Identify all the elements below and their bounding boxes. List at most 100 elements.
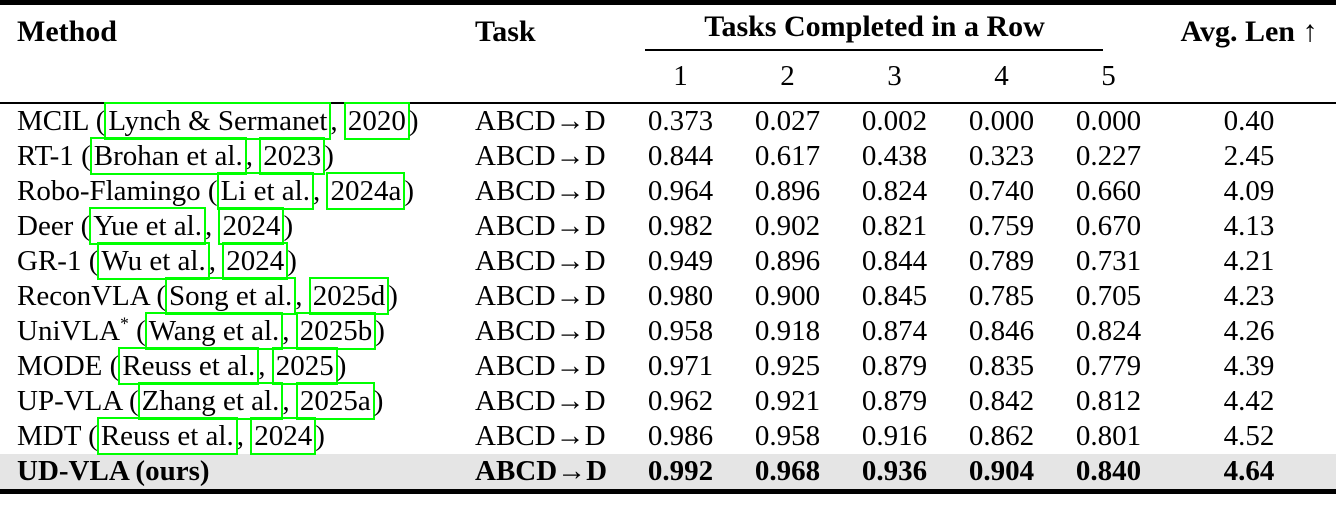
- avg-len-cell: 4.21: [1223, 245, 1275, 277]
- table-row: ReconVLA (Song et al., 2025d) ABCD→D 0.9…: [0, 277, 1336, 315]
- citation-author-link[interactable]: Lynch & Sermanet: [104, 102, 332, 140]
- citation-year-link[interactable]: 2025a: [295, 382, 375, 420]
- value-cell: 0.323: [968, 140, 1035, 172]
- citation: (Li et al., 2024a): [201, 172, 414, 210]
- task-cell: ABCD→D: [475, 315, 606, 347]
- task-cell: ABCD→D: [475, 105, 606, 137]
- table-row: MDT (Reuss et al., 2024) ABCD→D 0.986 0.9…: [0, 417, 1336, 455]
- citation-year-link[interactable]: 2023: [259, 137, 326, 175]
- task-cell: ABCD→D: [475, 420, 606, 452]
- value-cell: 0.835: [968, 350, 1035, 382]
- citation-year-link[interactable]: 2020: [343, 102, 410, 140]
- subcolumn-header: 1: [627, 51, 734, 104]
- method-name: Deer: [17, 210, 74, 242]
- table-row: UP-VLA (Zhang et al., 2025a) ABCD→D 0.96…: [0, 382, 1336, 420]
- value-cell: 0.958: [647, 315, 714, 347]
- value-cell: 0.824: [1075, 315, 1142, 347]
- value-cell: 0.002: [861, 105, 928, 137]
- method-cell: MCIL (Lynch & Sermanet, 2020): [0, 102, 462, 140]
- value-cell: 0.740: [968, 175, 1035, 207]
- value-cell: 0.918: [754, 315, 821, 347]
- value-cell: 0.874: [861, 315, 928, 347]
- value-cell: 0.438: [861, 140, 928, 172]
- value-cell: 0.982: [647, 210, 714, 242]
- value-cell: 0.971: [647, 350, 714, 382]
- method-cell: UP-VLA (Zhang et al., 2025a): [0, 382, 462, 420]
- value-cell: 0.896: [754, 175, 821, 207]
- citation-author-link[interactable]: Zhang et al.: [137, 382, 284, 420]
- subcolumn-header: 3: [841, 51, 948, 104]
- citation-year-link[interactable]: 2024a: [326, 172, 406, 210]
- value-cell: 0.801: [1075, 420, 1142, 452]
- citation-author-link[interactable]: Wu et al.: [97, 242, 210, 280]
- citation-year-link[interactable]: 2025b: [295, 312, 377, 350]
- citation-author-link[interactable]: Wang et al.: [144, 312, 284, 350]
- citation-author-link[interactable]: Li et al.: [216, 172, 314, 210]
- value-cell: 0.896: [754, 245, 821, 277]
- value-cell: 0.980: [647, 280, 714, 312]
- citation-year-link[interactable]: 2024: [222, 242, 289, 280]
- method-name: UniVLA: [17, 315, 121, 347]
- value-cell: 0.958: [754, 420, 821, 452]
- value-cell: 0.846: [968, 315, 1035, 347]
- value-cell: 0.779: [1075, 350, 1142, 382]
- value-cell: 0.986: [647, 420, 714, 452]
- citation-author-link[interactable]: Song et al.: [165, 277, 297, 315]
- method-cell: MDT (Reuss et al., 2024): [0, 417, 462, 455]
- value-cell: 0.824: [861, 175, 928, 207]
- method-name: Robo-Flamingo: [17, 175, 201, 207]
- citation-author-link[interactable]: Reuss et al.: [96, 417, 238, 455]
- col-header-group: Tasks Completed in a Row: [627, 3, 1162, 51]
- citation: (Yue et al., 2024): [73, 207, 293, 245]
- table-body: MCIL (Lynch & Sermanet, 2020) ABCD→D 0.3…: [0, 102, 1336, 492]
- method-name: MODE: [17, 350, 103, 382]
- group-title: Tasks Completed in a Row: [704, 10, 1045, 43]
- task-cell: ABCD→D: [475, 140, 606, 172]
- value-cell: 0.925: [754, 350, 821, 382]
- citation-author-link[interactable]: Reuss et al.: [118, 347, 260, 385]
- value-cell: 0.842: [968, 385, 1035, 417]
- value-cell: 0.936: [861, 455, 928, 487]
- citation-year-link[interactable]: 2024: [218, 207, 285, 245]
- col-header-method: Method: [0, 2, 462, 104]
- value-cell: 0.821: [861, 210, 928, 242]
- table-row: Robo-Flamingo (Li et al., 2024a) ABCD→D …: [0, 172, 1336, 210]
- value-cell: 0.916: [861, 420, 928, 452]
- value-cell: 0.879: [861, 350, 928, 382]
- citation-year-link[interactable]: 2024: [250, 417, 317, 455]
- value-cell: 0.027: [754, 105, 821, 137]
- citation-year-link[interactable]: 2025: [271, 347, 338, 385]
- value-cell: 0.879: [861, 385, 928, 417]
- value-cell: 0.759: [968, 210, 1035, 242]
- method-cell: Deer (Yue et al., 2024): [0, 207, 462, 245]
- method-cell: RT-1 (Brohan et al., 2023): [0, 137, 462, 175]
- value-cell: 0.902: [754, 210, 821, 242]
- avg-len-cell: 4.23: [1223, 280, 1275, 312]
- task-cell: ABCD→D: [475, 455, 608, 487]
- value-cell: 0.373: [647, 105, 714, 137]
- citation-author-link[interactable]: Yue et al.: [89, 207, 206, 245]
- task-cell: ABCD→D: [475, 175, 606, 207]
- col-header-avg-len: Avg. Len ↑: [1162, 2, 1336, 104]
- table-row: GR-1 (Wu et al., 2024) ABCD→D 0.949 0.896…: [0, 242, 1336, 280]
- table-header: Method Task Tasks Completed in a Row Avg…: [0, 2, 1336, 104]
- citation: (Brohan et al., 2023): [74, 137, 334, 175]
- citation-author-link[interactable]: Brohan et al.: [89, 137, 247, 175]
- value-cell: 0.000: [968, 105, 1035, 137]
- citation: (Lynch & Sermanet, 2020): [88, 102, 419, 140]
- method-cell: MODE (Reuss et al., 2025): [0, 347, 462, 385]
- table-row: Deer (Yue et al., 2024) ABCD→D 0.982 0.90…: [0, 207, 1336, 245]
- method-cell: UniVLA* (Wang et al., 2025b): [0, 312, 462, 350]
- method-cell: UD-VLA (ours): [0, 454, 462, 492]
- citation: (Wu et al., 2024): [81, 242, 297, 280]
- method-superscript: *: [120, 313, 129, 334]
- method-cell: GR-1 (Wu et al., 2024): [0, 242, 462, 280]
- citation-year-link[interactable]: 2025d: [308, 277, 390, 315]
- method-name: ReconVLA: [17, 280, 150, 312]
- avg-len-cell: 4.64: [1223, 455, 1275, 487]
- value-cell: 0.968: [754, 455, 821, 487]
- table-row: MODE (Reuss et al., 2025) ABCD→D 0.971 0.…: [0, 347, 1336, 385]
- method-name: GR-1: [17, 245, 82, 277]
- task-cell: ABCD→D: [475, 210, 606, 242]
